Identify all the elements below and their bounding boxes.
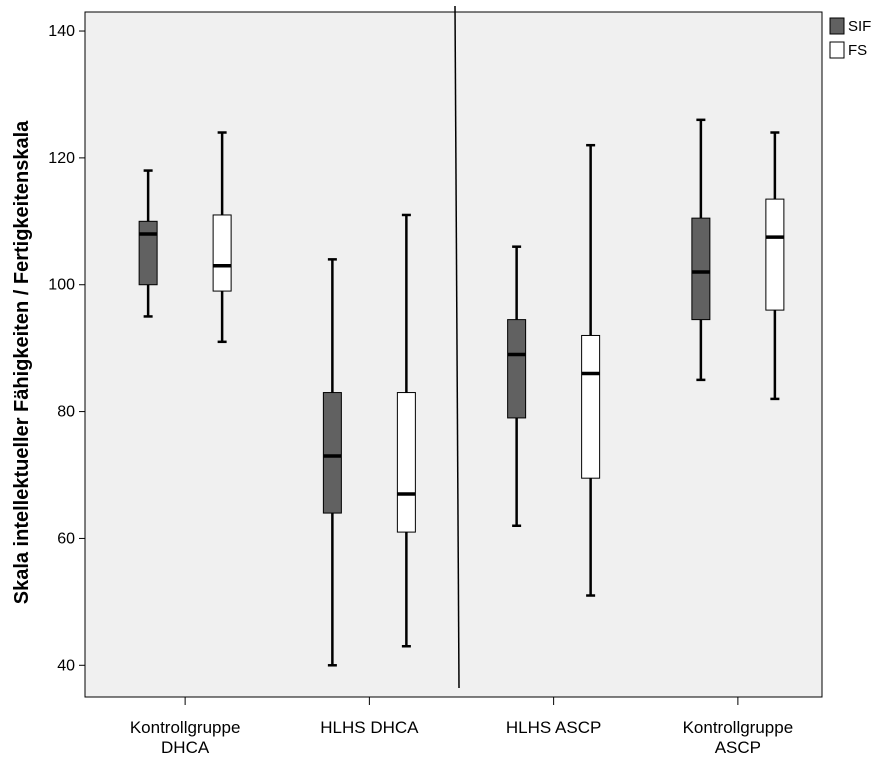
group-divider-line (454, 5, 460, 689)
box-iqr (212, 214, 232, 292)
box-fs-3 (765, 131, 785, 401)
y-axis: 40 60 80 100 120 140 (48, 23, 85, 674)
box-sif-1 (322, 258, 342, 667)
box-iqr (691, 217, 711, 321)
y-tick-label: 140 (48, 23, 75, 40)
x-category-label: Kontrollgruppe (130, 718, 241, 737)
x-category-label: ASCP (715, 738, 761, 757)
box-fs-1 (396, 213, 416, 648)
x-category-label: HLHS DHCA (320, 718, 419, 737)
legend-label-fs: FS (848, 42, 867, 59)
box-fs-0 (212, 131, 232, 344)
box-iqr (581, 334, 601, 479)
box-group (138, 118, 785, 667)
y-axis-title: Skala intellektueller Fähigkeiten / Fert… (11, 120, 33, 604)
legend-swatch-fs (829, 41, 845, 59)
box-iqr (322, 392, 342, 514)
y-tick-label: 100 (48, 277, 75, 294)
box-iqr (507, 319, 527, 419)
legend: SIF FS (829, 17, 871, 59)
y-tick-label: 80 (57, 404, 75, 421)
plot-area (84, 11, 823, 698)
box-iqr (396, 392, 416, 533)
legend-swatch-sif (829, 17, 845, 35)
box-sif-2 (507, 245, 527, 527)
y-tick-label: 120 (48, 150, 75, 167)
box-fs-2 (581, 143, 601, 597)
box-iqr (138, 220, 158, 286)
y-tick-label: 60 (57, 530, 75, 547)
x-category-label: Kontrollgruppe (683, 718, 794, 737)
x-category-label: HLHS ASCP (506, 718, 601, 737)
box-sif-0 (138, 169, 158, 318)
x-category-label: DHCA (161, 738, 210, 757)
box-iqr (765, 198, 785, 311)
y-tick-label: 40 (57, 657, 75, 674)
legend-label-sif: SIF (848, 18, 871, 35)
box-sif-3 (691, 118, 711, 382)
